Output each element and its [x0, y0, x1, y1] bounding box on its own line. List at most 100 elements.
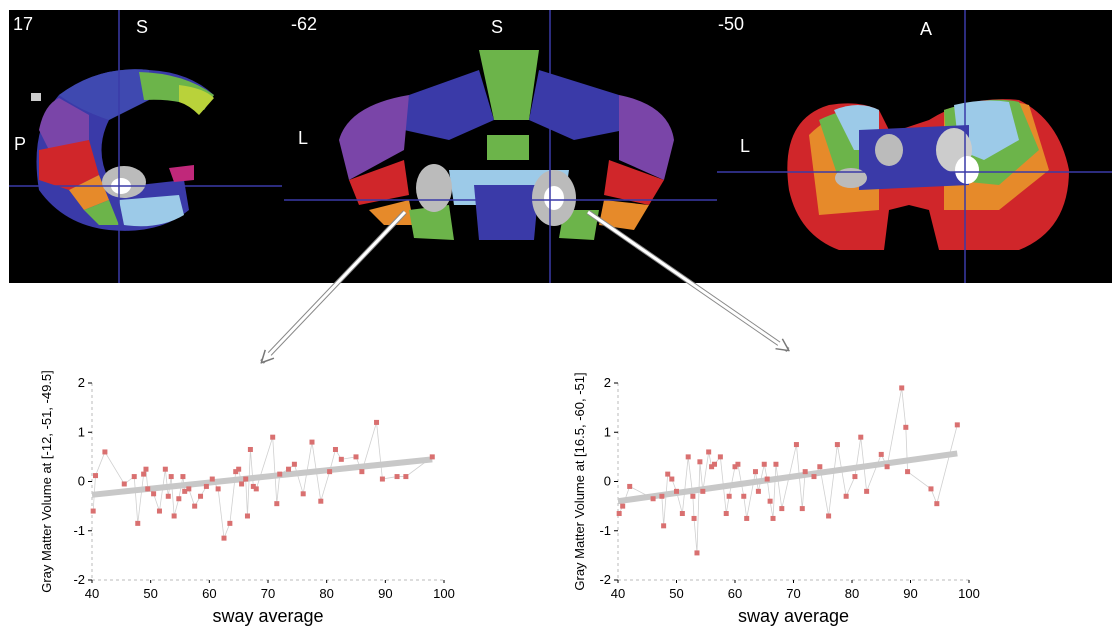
data-point: [338, 456, 344, 462]
data-point: [171, 513, 177, 519]
data-point: [761, 461, 767, 467]
data-point: [327, 469, 333, 475]
data-point: [735, 461, 741, 467]
data-point: [374, 419, 380, 425]
data-point: [650, 496, 656, 502]
x-tick-label: 60: [728, 586, 742, 601]
y-tick-label: 0: [604, 474, 611, 489]
x-tick-label: 50: [669, 586, 683, 601]
data-point: [353, 454, 359, 460]
data-point: [300, 491, 306, 497]
data-point: [665, 471, 671, 477]
data-point: [403, 474, 409, 480]
y-tick-label: 2: [78, 375, 85, 390]
data-point: [102, 449, 108, 455]
x-tick-label: 60: [202, 586, 216, 601]
data-point: [215, 486, 221, 492]
sagittal-slice: [31, 69, 214, 231]
data-point: [332, 446, 338, 452]
scatter-chart-right: -2 -1 0 1 2 40 50 60 70 80 90 100 sway average Gray M…: [568, 350, 988, 632]
data-point: [764, 476, 770, 482]
panel-2-orientation-superior: S: [491, 17, 504, 37]
data-point: [779, 506, 785, 512]
data-point: [616, 511, 622, 517]
data-point: [659, 493, 665, 499]
data-point: [741, 493, 747, 499]
x-tick-label: 90: [903, 586, 917, 601]
data-point: [141, 471, 147, 477]
x-tick-label: 90: [378, 586, 392, 601]
panel-2-slice-number: -62: [291, 14, 318, 34]
data-point: [954, 422, 960, 428]
scatter-chart-left: -2 -1 0 1 2 40 50 60 70 80 90 100 sway average Gray M…: [30, 350, 470, 632]
y-axis-label: Gray Matter Volume at [16.5, -60, -51]: [572, 372, 587, 590]
x-tick-label: 80: [845, 586, 859, 601]
data-point: [143, 466, 149, 472]
data-point: [899, 385, 905, 391]
data-point: [878, 451, 884, 457]
data-point: [717, 454, 723, 460]
brain-slices-image: [9, 10, 1112, 283]
data-point: [250, 483, 256, 489]
x-tick-label: 70: [261, 586, 275, 601]
data-point: [243, 476, 249, 482]
data-point: [755, 488, 761, 494]
y-tick-label: 0: [78, 474, 85, 489]
panel-1-orientation-posterior: P: [14, 134, 27, 154]
x-tick-label: 40: [85, 586, 99, 601]
data-point: [90, 508, 96, 514]
y-tick-label: -2: [599, 572, 611, 587]
data-point: [165, 493, 171, 499]
y-tick-label: 2: [604, 375, 611, 390]
data-point: [277, 471, 283, 477]
data-point: [151, 491, 157, 497]
data-point: [227, 520, 233, 526]
data-point: [180, 474, 186, 480]
panel-3-orientation-left: L: [740, 136, 751, 156]
data-point: [732, 464, 738, 470]
x-tick-label: 100: [433, 586, 455, 601]
data-point: [905, 469, 911, 475]
x-tick-label: 50: [143, 586, 157, 601]
data-point: [156, 508, 162, 514]
y-tick-label: -1: [599, 523, 611, 538]
x-tick-label: 40: [611, 586, 625, 601]
x-axis-label: sway average: [738, 606, 849, 626]
x-axis-label: sway average: [212, 606, 323, 626]
data-point: [826, 513, 832, 519]
data-point: [706, 449, 712, 455]
data-point: [843, 493, 849, 499]
data-point: [198, 493, 204, 499]
data-point: [236, 466, 242, 472]
data-point: [691, 515, 697, 521]
data-point: [802, 469, 808, 475]
x-tick-label: 80: [319, 586, 333, 601]
data-point: [685, 454, 691, 460]
data-point: [379, 476, 385, 482]
data-point: [244, 513, 250, 519]
y-tick-label: 1: [604, 424, 611, 439]
data-point: [752, 469, 758, 475]
data-point: [239, 481, 245, 487]
crosshairs: [9, 10, 1112, 283]
data-point: [233, 469, 239, 475]
data-point: [726, 493, 732, 499]
data-point: [318, 498, 324, 504]
data-point: [145, 486, 151, 492]
data-point: [712, 461, 718, 467]
data-point: [168, 474, 174, 480]
data-point: [221, 535, 227, 541]
data-point: [270, 434, 276, 440]
data-point: [253, 486, 259, 492]
data-point: [121, 481, 127, 487]
data-point: [811, 474, 817, 480]
panel-1-orientation-superior: S: [136, 17, 149, 37]
data-point: [131, 474, 137, 480]
panel-1-slice-number: 17: [13, 14, 34, 34]
data-point: [697, 459, 703, 465]
data-point: [690, 493, 696, 499]
data-point: [679, 511, 685, 517]
x-tick-label: 100: [958, 586, 980, 601]
data-point: [834, 442, 840, 448]
data-point: [93, 473, 99, 479]
